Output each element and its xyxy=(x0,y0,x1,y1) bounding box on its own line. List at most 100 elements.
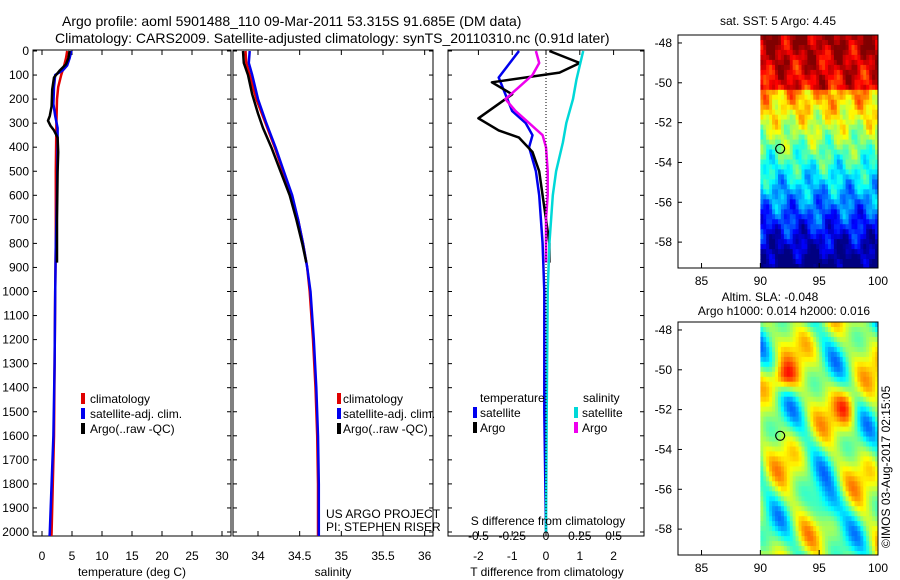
map-cell xyxy=(813,501,817,507)
map-cell xyxy=(863,456,867,462)
map-cell xyxy=(772,332,776,338)
map-cell xyxy=(775,244,779,250)
map-cell xyxy=(792,119,797,126)
map-cell xyxy=(760,254,764,260)
depth-tick-label: 1500 xyxy=(2,405,29,419)
map-cell xyxy=(857,239,861,245)
map-cell xyxy=(875,322,878,328)
map-cell xyxy=(807,84,811,91)
map-cell xyxy=(869,59,873,66)
map-cell xyxy=(792,74,797,81)
map-cell xyxy=(822,219,826,225)
map-cell xyxy=(804,546,808,552)
map-cell xyxy=(833,406,838,413)
map-cell xyxy=(848,396,853,403)
map-cell xyxy=(783,45,788,51)
map-cell xyxy=(783,104,788,111)
map-cell xyxy=(857,501,861,507)
map-cell xyxy=(769,526,773,532)
map-cell xyxy=(822,149,826,156)
map-cell xyxy=(792,149,797,156)
map-cell xyxy=(863,341,867,348)
map-cell xyxy=(822,104,826,111)
sst-map-ticks: 85 90 95 100-48-50-52-54-56-58 xyxy=(655,36,889,288)
map-cell xyxy=(766,134,770,141)
map-cell xyxy=(863,411,867,418)
map-cell xyxy=(822,99,826,106)
map-cell xyxy=(845,451,850,457)
map-cell xyxy=(783,511,788,517)
x-tick-label: 35.5 xyxy=(371,549,395,563)
map-cell xyxy=(786,169,791,175)
depth-tick-label: 200 xyxy=(9,92,29,106)
map-cell xyxy=(766,491,770,497)
map-cell xyxy=(825,481,829,487)
map-cell xyxy=(813,466,817,472)
map-cell xyxy=(772,40,776,46)
map-cell xyxy=(816,541,820,547)
map-cell xyxy=(833,516,838,522)
map-cell xyxy=(769,174,773,180)
map-cell xyxy=(819,416,823,423)
map-cell xyxy=(857,214,861,220)
map-cell xyxy=(822,496,826,502)
map-cell xyxy=(839,436,844,443)
map-cell xyxy=(828,416,832,423)
map-cell xyxy=(848,336,853,343)
map-cell xyxy=(851,346,855,353)
map-cell xyxy=(804,332,808,338)
map-cell xyxy=(775,431,779,438)
map-cell xyxy=(763,341,767,348)
map-cell xyxy=(792,169,797,175)
map-cell xyxy=(869,511,873,517)
map-cell xyxy=(816,376,820,383)
map-cell xyxy=(845,531,850,537)
map-cell xyxy=(825,114,829,121)
map-cell xyxy=(836,199,841,205)
map-cell xyxy=(763,516,767,522)
map-cell xyxy=(804,209,808,215)
map-cell xyxy=(792,99,797,106)
map-cell xyxy=(801,244,805,250)
map-cell xyxy=(798,184,803,190)
map-cell xyxy=(813,516,817,522)
map-cell xyxy=(763,531,767,537)
map-cell xyxy=(783,259,788,265)
map-cell xyxy=(863,174,867,180)
map-cell xyxy=(807,234,811,240)
map-cell xyxy=(778,366,782,373)
map-cell xyxy=(775,234,779,240)
map-cell xyxy=(866,79,870,86)
map-cell xyxy=(789,69,794,76)
map-cell xyxy=(760,214,764,220)
map-cell xyxy=(869,189,873,195)
map-cell xyxy=(789,516,794,522)
map-cell xyxy=(848,35,853,41)
map-cell xyxy=(833,179,838,185)
map-cell xyxy=(786,174,791,180)
map-cell xyxy=(769,199,773,205)
map-cell xyxy=(825,361,829,368)
map-cell xyxy=(816,346,820,353)
map-cell xyxy=(780,386,785,393)
map-y-tick-label: -56 xyxy=(655,482,673,496)
map-cell xyxy=(772,209,776,215)
map-cell xyxy=(848,446,853,453)
map-cell xyxy=(842,124,847,131)
map-cell xyxy=(851,511,855,517)
map-cell xyxy=(857,35,861,41)
map-cell xyxy=(828,396,832,403)
map-cell xyxy=(845,446,850,453)
map-cell xyxy=(760,264,764,268)
map-cell xyxy=(828,466,832,472)
map-cell xyxy=(760,199,764,205)
map-cell xyxy=(863,446,867,453)
map-cell xyxy=(780,74,785,81)
map-cell xyxy=(822,401,826,408)
map-cell xyxy=(810,199,814,205)
map-cell xyxy=(778,411,782,418)
legend-label-climatology: climatology xyxy=(90,392,150,406)
map-cell xyxy=(830,144,835,151)
map-cell xyxy=(786,332,791,338)
map-cell xyxy=(845,516,850,522)
